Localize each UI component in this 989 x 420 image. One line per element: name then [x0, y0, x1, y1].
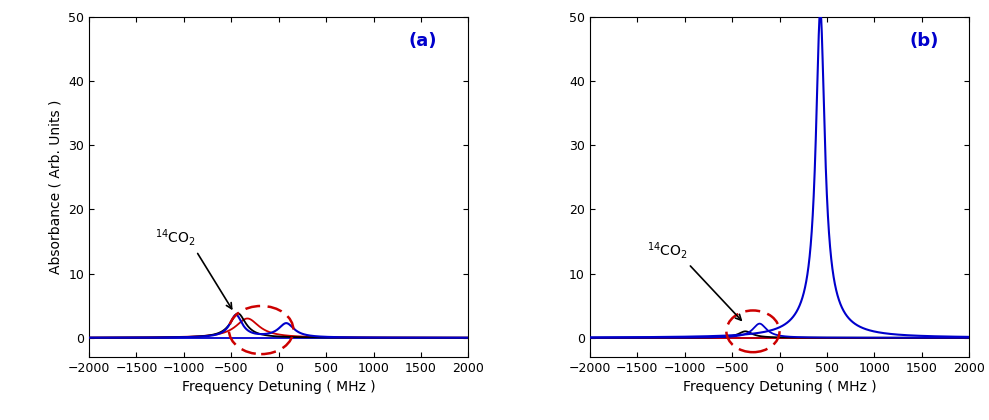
X-axis label: Frequency Detuning ( MHz ): Frequency Detuning ( MHz )	[182, 381, 376, 394]
Text: (a): (a)	[408, 32, 437, 50]
Y-axis label: Absorbance ( Arb. Units ): Absorbance ( Arb. Units )	[48, 100, 62, 274]
Text: (b): (b)	[909, 32, 939, 50]
X-axis label: Frequency Detuning ( MHz ): Frequency Detuning ( MHz )	[682, 381, 876, 394]
Text: $^{14}$CO$_2$: $^{14}$CO$_2$	[647, 240, 687, 261]
Text: $^{14}$CO$_2$: $^{14}$CO$_2$	[155, 227, 196, 248]
